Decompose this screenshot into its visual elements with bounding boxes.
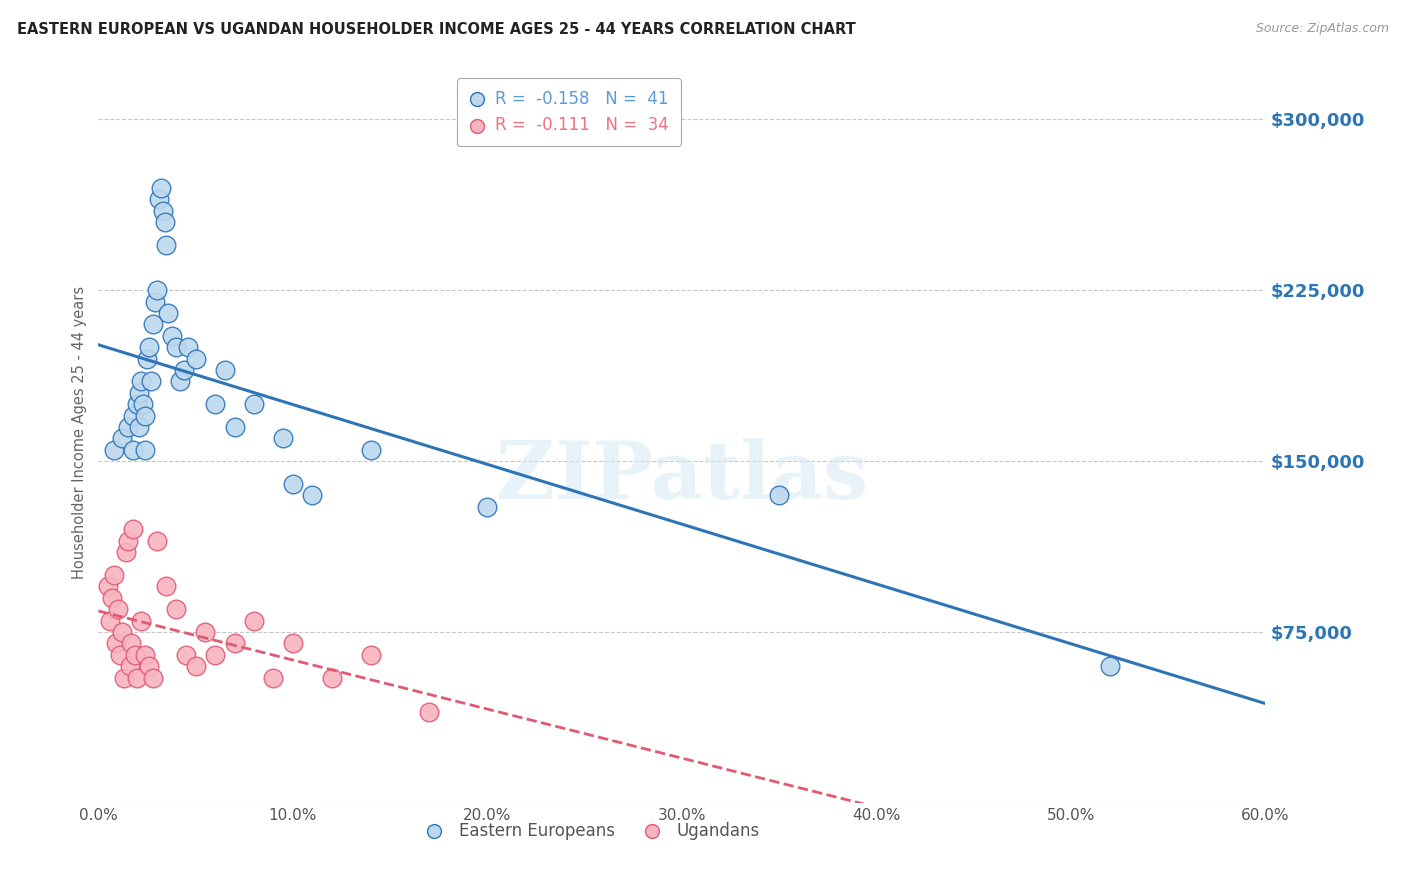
Point <box>103 442 125 457</box>
Point <box>360 442 382 457</box>
Point <box>142 318 165 332</box>
Point <box>129 375 152 389</box>
Point <box>138 659 160 673</box>
Point <box>184 659 207 673</box>
Point <box>143 294 166 309</box>
Point <box>224 636 246 650</box>
Point <box>281 476 304 491</box>
Point <box>121 636 143 650</box>
Point <box>194 624 217 639</box>
Point <box>148 192 170 206</box>
Point <box>177 340 200 354</box>
Point <box>103 568 125 582</box>
Point <box>117 420 139 434</box>
Point <box>134 442 156 457</box>
Point <box>129 614 152 628</box>
Point <box>243 397 266 411</box>
Point <box>114 545 136 559</box>
Point <box>128 420 150 434</box>
Point <box>1098 659 1121 673</box>
Point <box>165 340 187 354</box>
Point <box>112 671 135 685</box>
Point <box>134 409 156 423</box>
Point <box>174 648 197 662</box>
Point <box>138 340 160 354</box>
Legend: Eastern Europeans, Ugandans: Eastern Europeans, Ugandans <box>411 815 766 847</box>
Point <box>97 579 120 593</box>
Point <box>98 614 121 628</box>
Point <box>128 385 150 400</box>
Point <box>243 614 266 628</box>
Point <box>173 363 195 377</box>
Point <box>224 420 246 434</box>
Point <box>155 237 177 252</box>
Point <box>136 351 159 366</box>
Point <box>146 283 169 297</box>
Point <box>101 591 124 605</box>
Point <box>262 671 284 685</box>
Point <box>132 397 155 411</box>
Point <box>184 351 207 366</box>
Point <box>134 648 156 662</box>
Point <box>281 636 304 650</box>
Point <box>169 375 191 389</box>
Point <box>149 180 172 194</box>
Point <box>152 203 174 218</box>
Text: ZIPatlas: ZIPatlas <box>496 438 868 516</box>
Point <box>165 602 187 616</box>
Text: Source: ZipAtlas.com: Source: ZipAtlas.com <box>1256 22 1389 36</box>
Point <box>124 648 146 662</box>
Point <box>321 671 343 685</box>
Point <box>162 328 184 343</box>
Point <box>122 442 145 457</box>
Point <box>153 215 176 229</box>
Point <box>127 397 149 411</box>
Point <box>104 636 127 650</box>
Point <box>155 579 177 593</box>
Point <box>111 431 134 445</box>
Point <box>301 488 323 502</box>
Point <box>477 500 499 514</box>
Point <box>111 624 134 639</box>
Point <box>117 533 139 548</box>
Point <box>127 671 149 685</box>
Point <box>108 648 131 662</box>
Text: EASTERN EUROPEAN VS UGANDAN HOUSEHOLDER INCOME AGES 25 - 44 YEARS CORRELATION CH: EASTERN EUROPEAN VS UGANDAN HOUSEHOLDER … <box>17 22 856 37</box>
Point <box>139 375 162 389</box>
Y-axis label: Householder Income Ages 25 - 44 years: Householder Income Ages 25 - 44 years <box>72 286 87 579</box>
Point <box>204 648 226 662</box>
Point <box>204 397 226 411</box>
Point <box>142 671 165 685</box>
Point <box>146 533 169 548</box>
Point <box>214 363 236 377</box>
Point <box>360 648 382 662</box>
Point <box>122 523 145 537</box>
Point <box>118 659 141 673</box>
Point <box>107 602 129 616</box>
Point <box>122 409 145 423</box>
Point <box>271 431 294 445</box>
Point <box>157 306 180 320</box>
Point <box>768 488 790 502</box>
Point <box>418 705 440 719</box>
